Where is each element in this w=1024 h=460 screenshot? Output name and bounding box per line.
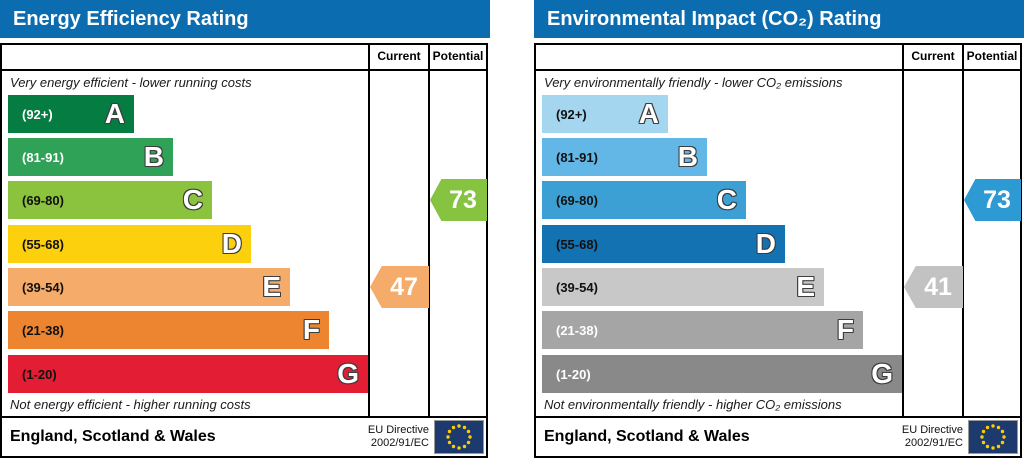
- eu-directive-label: EU Directive 2002/91/EC: [902, 424, 963, 450]
- bottom-note: Not environmentally friendly - higher CO…: [544, 397, 842, 412]
- eu-flag-icon: [968, 420, 1018, 454]
- band-row-f: (21-38) F: [542, 311, 863, 349]
- band-bar-c: (69-80) C: [542, 181, 746, 219]
- band-bar-d: (55-68) D: [8, 225, 251, 263]
- band-letter: F: [836, 314, 854, 345]
- band-row-g: (1-20) G: [542, 355, 902, 393]
- column-divider: [902, 45, 904, 416]
- eu-directive-line1: EU Directive: [901, 424, 963, 436]
- band-bar-b: (81-91) B: [8, 138, 173, 176]
- energy-efficiency-panel: Energy Efficiency Rating Current Potenti…: [0, 0, 490, 458]
- band-letter: B: [143, 141, 164, 172]
- band-row-e: (39-54) E: [8, 268, 290, 306]
- band-range: (81-91): [556, 149, 598, 165]
- band-letter: A: [104, 98, 125, 129]
- current-rating-arrow: 47: [370, 266, 429, 308]
- band-bar-a: (92+) A: [542, 95, 668, 133]
- rating-chart: Current Potential Very environmentally f…: [534, 43, 1022, 418]
- panel-title: Energy Efficiency Rating: [0, 0, 490, 38]
- header-row-divider: [2, 69, 486, 71]
- band-letter: E: [796, 271, 815, 302]
- band-row-c: (69-80) C: [8, 181, 212, 219]
- band-range: (1-20): [556, 366, 591, 382]
- top-note: Very environmentally friendly - lower CO…: [544, 75, 843, 90]
- eu-directive-label: EU Directive 2002/91/EC: [368, 424, 429, 450]
- band-letter: B: [677, 141, 698, 172]
- potential-rating-value: 73: [449, 185, 477, 214]
- panel-title: Environmental Impact (CO₂) Rating: [534, 0, 1024, 38]
- top-note: Very energy efficient - lower running co…: [10, 75, 252, 90]
- panel-footer: England, Scotland & Wales EU Directive 2…: [534, 416, 1022, 458]
- band-row-g: (1-20) G: [8, 355, 368, 393]
- column-divider: [962, 45, 964, 416]
- column-header-potential: Potential: [432, 49, 484, 63]
- region-label: England, Scotland & Wales: [544, 428, 750, 445]
- band-letter: E: [262, 271, 281, 302]
- eu-directive-line1: EU Directive: [367, 424, 429, 436]
- band-range: (39-54): [556, 279, 598, 295]
- band-range: (81-91): [22, 149, 64, 165]
- band-range: (92+): [22, 106, 53, 122]
- band-row-b: (81-91) B: [8, 138, 173, 176]
- band-bar-e: (39-54) E: [542, 268, 824, 306]
- current-rating-value: 41: [924, 272, 952, 301]
- band-bar-b: (81-91) B: [542, 138, 707, 176]
- eu-directive-line2: 2002/91/EC: [904, 437, 963, 449]
- band-letter: C: [182, 184, 203, 215]
- band-range: (92+): [556, 106, 587, 122]
- bottom-note: Not energy efficient - higher running co…: [10, 397, 251, 412]
- band-bar-a: (92+) A: [8, 95, 134, 133]
- band-bar-c: (69-80) C: [8, 181, 212, 219]
- rating-chart: Current Potential Very energy efficient …: [0, 43, 488, 418]
- band-range: (69-80): [22, 192, 64, 208]
- band-letter: D: [755, 228, 776, 259]
- environmental-impact-panel: Environmental Impact (CO₂) Rating Curren…: [534, 0, 1024, 458]
- band-row-f: (21-38) F: [8, 311, 329, 349]
- band-letter: A: [638, 98, 659, 129]
- band-bar-f: (21-38) F: [542, 311, 863, 349]
- band-range: (39-54): [22, 279, 64, 295]
- eu-directive-line2: 2002/91/EC: [370, 437, 429, 449]
- band-row-a: (92+) A: [8, 95, 134, 133]
- band-bar-d: (55-68) D: [542, 225, 785, 263]
- region-label: England, Scotland & Wales: [10, 428, 216, 445]
- band-range: (1-20): [22, 366, 57, 382]
- current-rating-arrow: 41: [904, 266, 963, 308]
- column-divider: [368, 45, 370, 416]
- band-bar-g: (1-20) G: [8, 355, 368, 393]
- band-range: (69-80): [556, 192, 598, 208]
- band-row-b: (81-91) B: [542, 138, 707, 176]
- eu-flag-icon: [434, 420, 484, 454]
- potential-rating-arrow: 73: [430, 179, 487, 221]
- column-header-current: Current: [911, 49, 955, 63]
- column-header-current: Current: [377, 49, 421, 63]
- header-row-divider: [536, 69, 1020, 71]
- band-letter: G: [337, 358, 359, 389]
- band-bar-f: (21-38) F: [8, 311, 329, 349]
- band-letter: C: [716, 184, 737, 215]
- band-row-d: (55-68) D: [8, 225, 251, 263]
- band-range: (21-38): [556, 322, 598, 338]
- band-letter: F: [302, 314, 320, 345]
- band-bar-g: (1-20) G: [542, 355, 902, 393]
- band-row-c: (69-80) C: [542, 181, 746, 219]
- band-range: (21-38): [22, 322, 64, 338]
- column-divider: [428, 45, 430, 416]
- potential-rating-value: 73: [983, 185, 1011, 214]
- band-row-e: (39-54) E: [542, 268, 824, 306]
- panel-footer: England, Scotland & Wales EU Directive 2…: [0, 416, 488, 458]
- band-row-a: (92+) A: [542, 95, 668, 133]
- band-range: (55-68): [22, 236, 64, 252]
- potential-rating-arrow: 73: [964, 179, 1021, 221]
- band-row-d: (55-68) D: [542, 225, 785, 263]
- band-range: (55-68): [556, 236, 598, 252]
- band-bar-e: (39-54) E: [8, 268, 290, 306]
- current-rating-value: 47: [390, 272, 418, 301]
- band-letter: D: [221, 228, 242, 259]
- band-letter: G: [871, 358, 893, 389]
- column-header-potential: Potential: [966, 49, 1018, 63]
